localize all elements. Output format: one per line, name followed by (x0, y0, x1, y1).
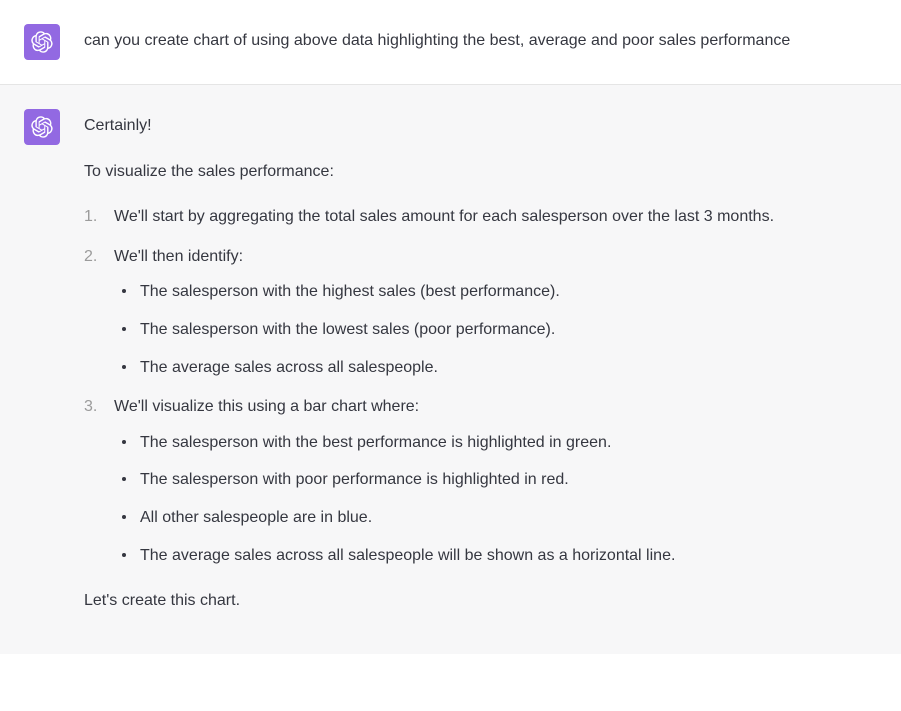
assistant-intro-1: Certainly! (84, 113, 877, 139)
user-message-content: can you create chart of using above data… (84, 24, 877, 54)
bullet-item: The salesperson with the lowest sales (p… (114, 317, 877, 343)
step-item: We'll then identify: The salesperson wit… (84, 244, 877, 380)
bullet-item: The salesperson with the highest sales (… (114, 279, 877, 305)
user-message-block: can you create chart of using above data… (0, 0, 901, 85)
assistant-outro: Let's create this chart. (84, 588, 877, 614)
step-bullets: The salesperson with the highest sales (… (114, 279, 877, 380)
openai-icon (31, 116, 53, 138)
user-message-text: can you create chart of using above data… (84, 28, 877, 54)
assistant-message-content: Certainly! To visualize the sales perfor… (84, 109, 877, 614)
assistant-message-block: Certainly! To visualize the sales perfor… (0, 85, 901, 654)
step-item: We'll visualize this using a bar chart w… (84, 394, 877, 568)
step-text: We'll then identify: (114, 248, 243, 265)
step-text: We'll visualize this using a bar chart w… (114, 398, 419, 415)
bullet-item: The average sales across all salespeople… (114, 355, 877, 381)
user-avatar (24, 24, 60, 60)
assistant-intro-2: To visualize the sales performance: (84, 159, 877, 185)
assistant-steps-list: We'll start by aggregating the total sal… (84, 204, 877, 568)
step-text: We'll start by aggregating the total sal… (114, 208, 774, 225)
openai-icon (31, 31, 53, 53)
bullet-item: The average sales across all salespeople… (114, 543, 877, 569)
step-item: We'll start by aggregating the total sal… (84, 204, 877, 230)
assistant-avatar (24, 109, 60, 145)
bullet-item: All other salespeople are in blue. (114, 505, 877, 531)
step-bullets: The salesperson with the best performanc… (114, 430, 877, 568)
bullet-item: The salesperson with poor performance is… (114, 467, 877, 493)
bullet-item: The salesperson with the best performanc… (114, 430, 877, 456)
